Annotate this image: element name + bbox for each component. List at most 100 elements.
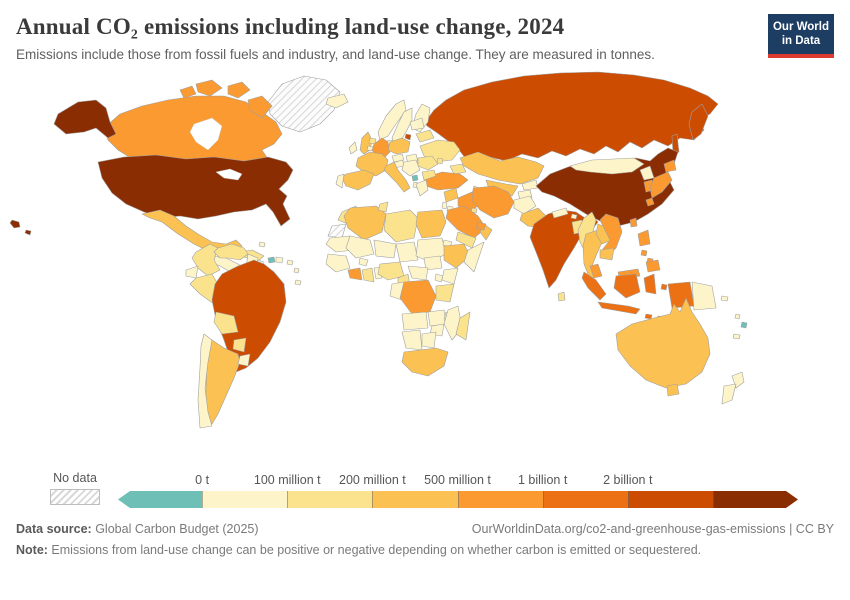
- citation-link[interactable]: OurWorldinData.org/co2-and-greenhouse-ga…: [471, 522, 834, 536]
- country-zambia[interactable]: [427, 309, 447, 327]
- country-tunisia[interactable]: [377, 201, 389, 213]
- country-ivory-coast[interactable]: [347, 267, 363, 281]
- country-kenya[interactable]: [441, 267, 459, 285]
- country-chile[interactable]: [197, 333, 213, 429]
- country-bulgaria[interactable]: [421, 169, 437, 181]
- country-united-states[interactable]: [97, 154, 294, 227]
- country-indonesia-papua[interactable]: [667, 281, 695, 309]
- country-japan-hokkaido[interactable]: [663, 159, 677, 173]
- country-australia[interactable]: [615, 297, 711, 389]
- country-ethiopia[interactable]: [443, 243, 471, 269]
- country-saudi-arabia[interactable]: [445, 205, 487, 239]
- owid-logo[interactable]: Our World in Data: [768, 14, 834, 58]
- country-philippines-mindanao[interactable]: [645, 259, 661, 273]
- country-belarus[interactable]: [415, 129, 435, 143]
- country-united-states-alaska[interactable]: [53, 99, 117, 139]
- country-canada-island[interactable]: [195, 79, 223, 97]
- country-russia-kaliningrad[interactable]: [404, 133, 412, 141]
- country-libya[interactable]: [383, 209, 419, 243]
- country-greenland[interactable]: [267, 75, 341, 133]
- country-iran[interactable]: [471, 185, 515, 219]
- legend-bin-1b[interactable]: 1 billion t: [518, 473, 628, 508]
- legend-bin-0[interactable]: 0 t: [195, 473, 288, 508]
- country-nepal[interactable]: [551, 207, 569, 219]
- country-western-sahara[interactable]: [327, 223, 347, 239]
- country-philippines-luzon[interactable]: [637, 229, 651, 247]
- country-moldova[interactable]: [436, 157, 444, 165]
- country-ghana[interactable]: [361, 267, 375, 283]
- country-democratic-republic-of-congo[interactable]: [399, 279, 437, 315]
- country-ireland[interactable]: [348, 141, 358, 155]
- country-uzbekistan[interactable]: [485, 179, 519, 197]
- country-uruguay[interactable]: [237, 353, 251, 367]
- country-south-africa[interactable]: [401, 347, 449, 377]
- country-central-african-republic[interactable]: [407, 265, 429, 281]
- country-namibia[interactable]: [401, 329, 423, 351]
- no-data-swatch[interactable]: [50, 489, 100, 505]
- country-indonesia-lesser-sunda[interactable]: [644, 313, 653, 320]
- country-japan-kyushu[interactable]: [645, 197, 655, 207]
- country-haiti[interactable]: [267, 256, 276, 264]
- legend-bin-500m[interactable]: 500 million t: [424, 473, 543, 508]
- legend-bin-negative[interactable]: [118, 491, 203, 508]
- country-indonesia-sulawesi[interactable]: [643, 273, 657, 295]
- country-czechia[interactable]: [391, 153, 405, 163]
- country-greece[interactable]: [415, 179, 429, 197]
- legend-bin-200m[interactable]: 200 million t: [339, 473, 458, 508]
- country-fiji[interactable]: [740, 321, 748, 329]
- country-united-states-hawaii[interactable]: [9, 219, 21, 229]
- country-burkina-faso[interactable]: [358, 257, 369, 267]
- country-lesser-antilles[interactable]: [293, 267, 300, 274]
- country-bahamas[interactable]: [258, 241, 266, 248]
- country-russia-sakhalin[interactable]: [671, 133, 680, 155]
- country-dominican-republic[interactable]: [275, 256, 284, 264]
- country-indonesia-sumatra[interactable]: [581, 271, 607, 301]
- country-montenegro[interactable]: [411, 174, 419, 182]
- country-mexico[interactable]: [141, 209, 243, 257]
- country-indonesia-borneo[interactable]: [613, 273, 641, 299]
- country-baltic-states[interactable]: [409, 117, 425, 131]
- country-ecuador[interactable]: [185, 265, 199, 279]
- country-new-caledonia[interactable]: [732, 333, 741, 340]
- country-solomon-islands[interactable]: [720, 295, 729, 302]
- country-madagascar[interactable]: [455, 311, 471, 341]
- country-indonesia-moluccas[interactable]: [660, 283, 668, 291]
- country-spain[interactable]: [341, 169, 375, 191]
- country-tanzania[interactable]: [435, 283, 455, 303]
- country-italy[interactable]: [383, 161, 411, 193]
- country-united-arab-emirates[interactable]: [475, 221, 487, 231]
- country-japan-honshu[interactable]: [649, 171, 673, 199]
- country-philippines-visayas[interactable]: [640, 249, 648, 257]
- country-canada-island[interactable]: [179, 85, 197, 99]
- country-canada-island[interactable]: [227, 81, 251, 99]
- country-russia-kamchatka[interactable]: [688, 103, 709, 141]
- country-chad[interactable]: [395, 241, 419, 263]
- country-israel[interactable]: [441, 201, 448, 210]
- country-kazakhstan[interactable]: [459, 151, 545, 185]
- legend-bin-5b[interactable]: 5 billion t: [713, 491, 798, 508]
- country-niger[interactable]: [373, 239, 397, 259]
- country-botswana[interactable]: [421, 331, 437, 349]
- country-egypt[interactable]: [415, 209, 447, 239]
- country-senegal-region[interactable]: [325, 253, 351, 273]
- country-trinidad-and-tobago[interactable]: [294, 279, 302, 286]
- country-bolivia[interactable]: [213, 311, 239, 335]
- country-poland[interactable]: [387, 137, 411, 155]
- legend-bin-100m[interactable]: 100 million t: [254, 473, 373, 508]
- country-indonesia-java[interactable]: [597, 301, 641, 315]
- country-venezuela[interactable]: [213, 243, 249, 261]
- country-canada-island[interactable]: [247, 95, 273, 119]
- legend-bin-2b[interactable]: 2 billion t: [603, 473, 713, 508]
- country-argentina[interactable]: [205, 339, 241, 425]
- country-nigeria[interactable]: [377, 261, 405, 281]
- country-uganda[interactable]: [434, 273, 444, 283]
- country-puerto-rico[interactable]: [286, 259, 294, 266]
- country-united-states-hawaii[interactable]: [24, 229, 32, 236]
- country-new-zealand-south[interactable]: [721, 383, 737, 405]
- country-australia-tasmania[interactable]: [666, 383, 680, 397]
- country-papua-new-guinea[interactable]: [691, 281, 717, 311]
- country-taiwan[interactable]: [629, 217, 638, 228]
- country-western-balkans[interactable]: [401, 159, 421, 177]
- country-angola[interactable]: [401, 311, 429, 331]
- country-somalia[interactable]: [463, 241, 485, 273]
